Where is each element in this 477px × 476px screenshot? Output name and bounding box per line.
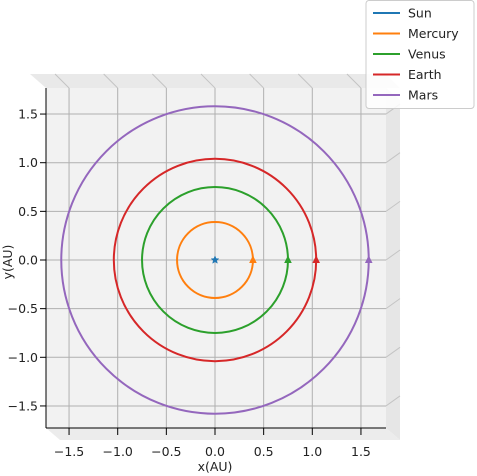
y-tick-label: 0.5 [18,204,38,219]
legend-entry-mercury: Mercury [408,26,459,41]
y-tick-label: 1.0 [18,155,38,170]
legend-entry-sun: Sun [408,6,432,21]
y-axis-label: y(AU) [0,245,15,280]
x-tick-label: −0.5 [151,444,181,459]
x-tick-label: −1.5 [54,444,84,459]
x-tick-label: 1.5 [351,444,371,459]
x-tick-label: 1.0 [302,444,322,459]
x-tick-label: 0.5 [254,444,274,459]
legend: Sun Mercury Venus Earth Mars [366,1,474,109]
x-axis-label: x(AU) [198,459,233,474]
y-tick-label: −1.5 [8,398,38,413]
y-tick-label: −0.5 [8,301,38,316]
side-pane [386,88,400,440]
top-pane [30,74,400,88]
x-tick-label: −1.0 [103,444,133,459]
legend-entry-earth: Earth [408,67,442,82]
legend-entry-venus: Venus [408,47,446,62]
x-tick-label: 0.0 [205,444,225,459]
legend-entry-mars: Mars [408,88,438,103]
y-tick-label: 1.5 [18,107,38,122]
y-tick-label: −1.0 [8,350,38,365]
bottom-pane [46,428,400,440]
y-tick-label: 0.0 [18,253,38,268]
